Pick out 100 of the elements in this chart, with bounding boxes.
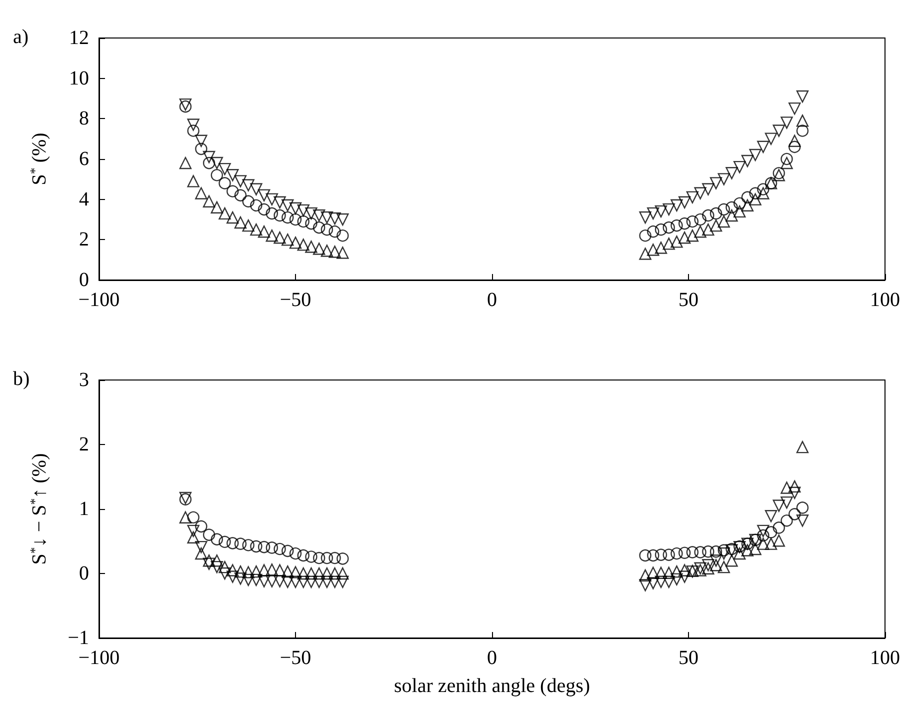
point [234, 216, 247, 229]
point [202, 150, 216, 164]
point [702, 545, 714, 558]
point [187, 531, 200, 544]
point [694, 213, 706, 226]
point [242, 219, 254, 232]
chart-title: b) [13, 368, 30, 390]
point [250, 183, 262, 196]
point [242, 539, 254, 552]
point [788, 508, 801, 520]
point [796, 440, 809, 454]
point [218, 177, 231, 190]
point [320, 223, 334, 236]
point [726, 201, 738, 214]
point [796, 514, 809, 527]
point [305, 240, 318, 253]
point [187, 511, 200, 524]
point [312, 576, 326, 588]
point [726, 554, 738, 567]
point [718, 173, 730, 186]
point [718, 560, 730, 574]
point [195, 547, 208, 560]
point [282, 211, 294, 224]
point [250, 199, 262, 212]
point [226, 570, 239, 583]
x-tick-label: −100 [78, 289, 120, 311]
point [312, 209, 326, 222]
y-tick-label: 1 [79, 498, 89, 520]
point [258, 226, 270, 238]
point [202, 528, 216, 541]
point [250, 565, 262, 578]
x-tick-label: −50 [280, 289, 312, 311]
point [218, 536, 231, 548]
point [202, 195, 216, 208]
point [202, 156, 216, 170]
point [289, 547, 302, 560]
point [289, 236, 302, 249]
x-tick-label: 50 [678, 289, 698, 311]
point [187, 124, 200, 137]
point [297, 567, 310, 580]
point [297, 576, 310, 588]
point [312, 221, 326, 234]
chart-title: a) [13, 26, 29, 48]
point [662, 203, 675, 216]
point [274, 564, 286, 576]
point [662, 566, 675, 579]
point [662, 576, 675, 588]
y-tick-label: 3 [79, 369, 89, 391]
point [647, 207, 660, 220]
x-tick-label: 100 [870, 647, 900, 669]
point [274, 196, 286, 208]
point [686, 215, 699, 228]
y-tick-label: 8 [79, 108, 89, 130]
point [654, 223, 668, 236]
point [320, 211, 334, 224]
point [195, 142, 208, 156]
point [328, 552, 341, 564]
point [242, 195, 254, 208]
point [297, 215, 310, 228]
point [788, 134, 801, 147]
point [710, 207, 722, 220]
point [234, 175, 247, 188]
point [258, 189, 270, 202]
point [702, 559, 714, 572]
point [710, 177, 722, 190]
point [250, 540, 262, 553]
point [250, 223, 262, 236]
point [678, 570, 691, 583]
point [328, 212, 341, 225]
point [289, 566, 302, 578]
point [796, 502, 809, 514]
point [702, 562, 714, 574]
point [780, 156, 793, 170]
point [694, 226, 706, 238]
point [733, 160, 746, 174]
point [662, 221, 675, 234]
point [187, 524, 200, 538]
point [266, 542, 278, 554]
point [250, 574, 262, 586]
point [788, 486, 801, 499]
point [764, 510, 778, 522]
point [710, 219, 722, 232]
point [734, 197, 746, 210]
point [726, 167, 738, 180]
point [234, 565, 247, 578]
point [312, 552, 326, 564]
y-axis-title: S* (%) [27, 132, 50, 186]
point [718, 547, 730, 560]
point [670, 547, 683, 560]
point [718, 203, 730, 216]
point [639, 211, 652, 224]
point [328, 567, 341, 580]
point [226, 537, 239, 550]
point [780, 482, 793, 494]
point [686, 546, 699, 558]
point [757, 524, 770, 538]
point [749, 148, 762, 162]
point [328, 246, 341, 258]
point [788, 140, 801, 153]
point [274, 209, 286, 222]
